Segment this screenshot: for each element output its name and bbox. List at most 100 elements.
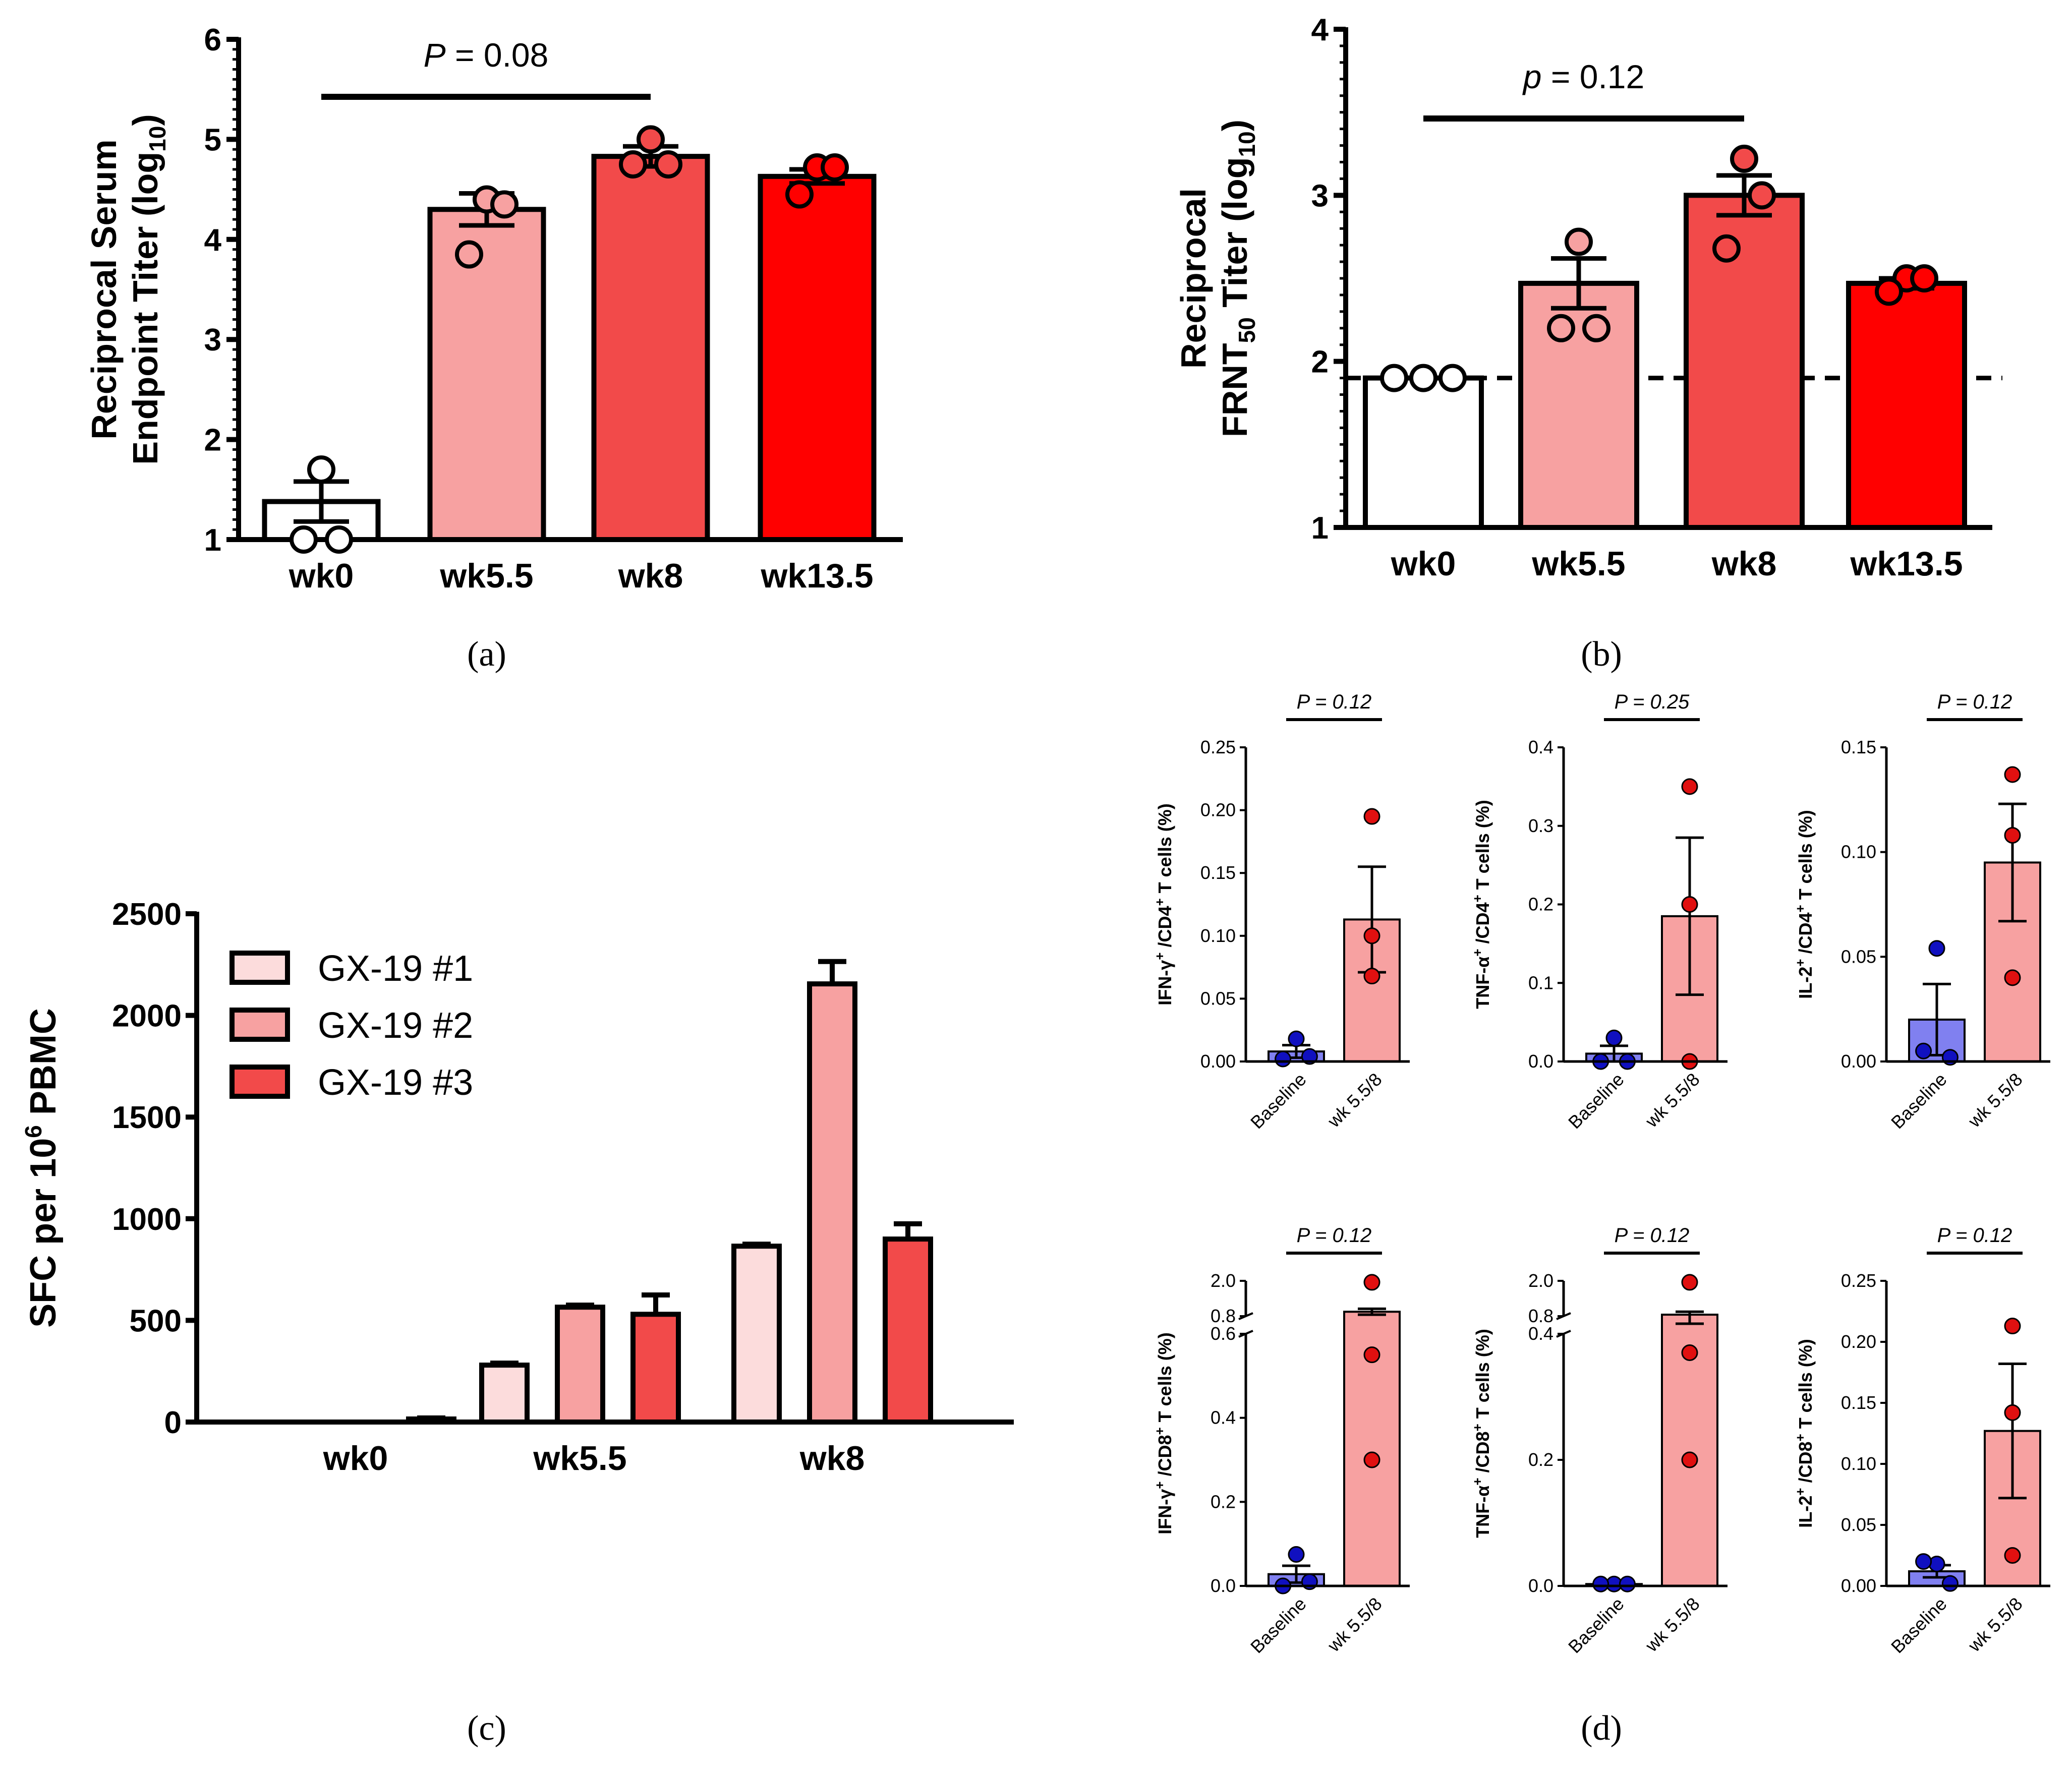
y-tick-label: 0.4 xyxy=(1528,1323,1553,1344)
y-tick-label: 0.2 xyxy=(1528,894,1553,915)
y-title-plus: + xyxy=(1470,949,1485,956)
y-title-tail: T cells (%) xyxy=(1795,1339,1816,1434)
bar-wk5.5-series3 xyxy=(630,1312,681,1425)
data-point xyxy=(2004,969,2021,986)
legend-label: GX-19 #3 xyxy=(318,1062,473,1103)
data-point xyxy=(1712,234,1741,263)
y-title-cell: /CD8 xyxy=(1472,1431,1493,1478)
y-title-tail: T cells (%) xyxy=(1155,803,1175,898)
y-title-plus: + xyxy=(1152,1482,1167,1489)
y-tick-label: 0.6 xyxy=(1211,1323,1236,1344)
p-value: = 0.12 xyxy=(1542,58,1645,95)
data-point xyxy=(490,190,519,219)
y-axis-title: TNF-α+ /CD4+ T cells (%) xyxy=(1470,800,1493,1009)
x-tick-label: wk13.5 xyxy=(760,557,873,595)
data-point xyxy=(1681,896,1698,913)
x-tick-label: wk0 xyxy=(323,1439,388,1478)
legend-label: GX-19 #2 xyxy=(318,1006,473,1046)
y-tick-label: 0.05 xyxy=(1200,988,1236,1009)
y-tick-label: 0.10 xyxy=(1841,842,1876,862)
y-title-tail: T cells (%) xyxy=(1155,1332,1175,1427)
data-point xyxy=(1681,1274,1698,1291)
y-tick-label: 0.10 xyxy=(1841,1453,1876,1474)
bar-wk5.5-series1 xyxy=(479,1363,530,1425)
data-point xyxy=(821,153,849,182)
panel-b: 1 2 3 4 wk0 wk5.5 wk8 wk13.5 p = 0.12 ReciprocalF… xyxy=(1174,13,2002,674)
y-axis-title-line2: FRNT50 Titer (log10) xyxy=(1215,120,1260,437)
y-tick-label: 0.20 xyxy=(1200,800,1236,820)
x-tick-label: Baseline xyxy=(1564,1069,1628,1133)
y-title-text: Titer (log xyxy=(1215,157,1254,318)
y-title-text: FRNT xyxy=(1215,343,1254,437)
x-tick-label: wk 5.5/8 xyxy=(1641,1069,1704,1132)
x-tick-label: wk0 xyxy=(1391,545,1456,583)
y-title-plus: + xyxy=(1152,953,1167,960)
y-axis-title: IFN-γ+ /CD8+ T cells (%) xyxy=(1152,1332,1175,1534)
p-value-label: p = 0.12 xyxy=(1522,58,1644,95)
y-tick-label: 2000 xyxy=(112,999,182,1034)
bar-wk5.5 xyxy=(1518,280,1639,530)
y-title-superscript: 6 xyxy=(20,1125,46,1138)
bar-wk8-series1 xyxy=(731,1244,782,1425)
data-point xyxy=(1605,1029,1623,1046)
x-tick-label: Baseline xyxy=(1887,1593,1951,1658)
y-axis-title: IFN-γ+ /CD4+ T cells (%) xyxy=(1152,803,1175,1005)
y-tick-label: 0.10 xyxy=(1200,925,1236,946)
data-point xyxy=(1438,364,1467,392)
y-tick-label: 500 xyxy=(130,1304,182,1338)
y-title-cytokine: IFN-γ xyxy=(1155,960,1175,1006)
y-title-plus: + xyxy=(1152,1427,1167,1435)
p-value-label: P = 0.12 xyxy=(1615,1224,1690,1247)
subpanel-ifng-cd4: 0.00 0.05 0.10 0.15 0.20 0.25 Baseline wk 5.5/8… xyxy=(1152,691,1410,1133)
y-title-text: SFC per 10 xyxy=(23,1138,64,1328)
y-title-cell: /CD4 xyxy=(1155,906,1175,953)
y-title-cytokine: TNF-α xyxy=(1472,1486,1493,1538)
data-point xyxy=(1928,1555,1945,1572)
data-point xyxy=(637,125,665,154)
x-tick-label: wk13.5 xyxy=(1850,545,1963,583)
bar-wk8-series3 xyxy=(883,1236,933,1425)
panel-c: 0 500 1000 1500 2000 2500 wk0 wk5.5 wk8 GX-19 #1 G… xyxy=(20,897,1014,1748)
y-tick-label: 5 xyxy=(204,123,221,157)
data-point xyxy=(654,150,682,179)
y-title-cell: /CD8 xyxy=(1155,1435,1175,1482)
y-tick-label: 0.8 xyxy=(1211,1306,1236,1326)
data-point xyxy=(1288,1030,1305,1047)
subpanel-tnfa-cd4: 0.0 0.1 0.2 0.3 0.4 Baseline wk 5.5/8 P = 0.25 T… xyxy=(1470,691,1728,1133)
y-title-plus: + xyxy=(1470,895,1485,902)
panel-caption: (c) xyxy=(467,1709,506,1748)
y-title-text: ) xyxy=(126,114,165,126)
y-axis-title: IL-2+ /CD8+ T cells (%) xyxy=(1793,1339,1816,1527)
panel-caption: (b) xyxy=(1581,635,1622,674)
data-point xyxy=(455,240,483,269)
y-tick-label: 2500 xyxy=(112,897,182,932)
data-point xyxy=(2004,1547,2021,1564)
data-point xyxy=(1565,227,1593,256)
y-title-plus: + xyxy=(1152,898,1167,906)
y-tick-label: 1 xyxy=(204,523,221,558)
data-point xyxy=(2004,1318,2021,1335)
p-value-label: P = 0.12 xyxy=(1937,1224,2012,1247)
data-point xyxy=(785,180,814,209)
subpanel-tnfa-cd8: 0.0 0.2 0.40.8 2.0 Baseline wk 5.5/8 P = 0.12 T… xyxy=(1470,1224,1728,1657)
p-symbol: P xyxy=(424,36,446,74)
x-tick-label: wk 5.5/8 xyxy=(1323,1593,1386,1657)
data-point xyxy=(1380,364,1408,392)
y-title-plus: + xyxy=(1793,1434,1808,1441)
data-point xyxy=(1681,1451,1698,1468)
y-title-tail: T cells (%) xyxy=(1472,800,1493,895)
y-tick-label: 0.2 xyxy=(1211,1491,1236,1512)
x-tick-label: wk5.5 xyxy=(533,1439,626,1478)
p-symbol: p xyxy=(1522,58,1542,95)
y-tick-label: 0.0 xyxy=(1211,1575,1236,1596)
y-tick-label: 2.0 xyxy=(1528,1270,1553,1291)
data-point xyxy=(1910,264,1938,292)
bar-wk8-series2 xyxy=(807,981,857,1425)
panel-a: 1 2 3 4 5 6 wk0 wk5.5 wk8 wk13.5 P = 0.08 Reciproca… xyxy=(84,23,903,674)
y-tick-label: 1 xyxy=(1311,511,1329,546)
y-tick-label: 0.05 xyxy=(1841,946,1876,967)
bar-wk13.5 xyxy=(1846,280,1967,530)
data-point xyxy=(1288,1546,1305,1563)
